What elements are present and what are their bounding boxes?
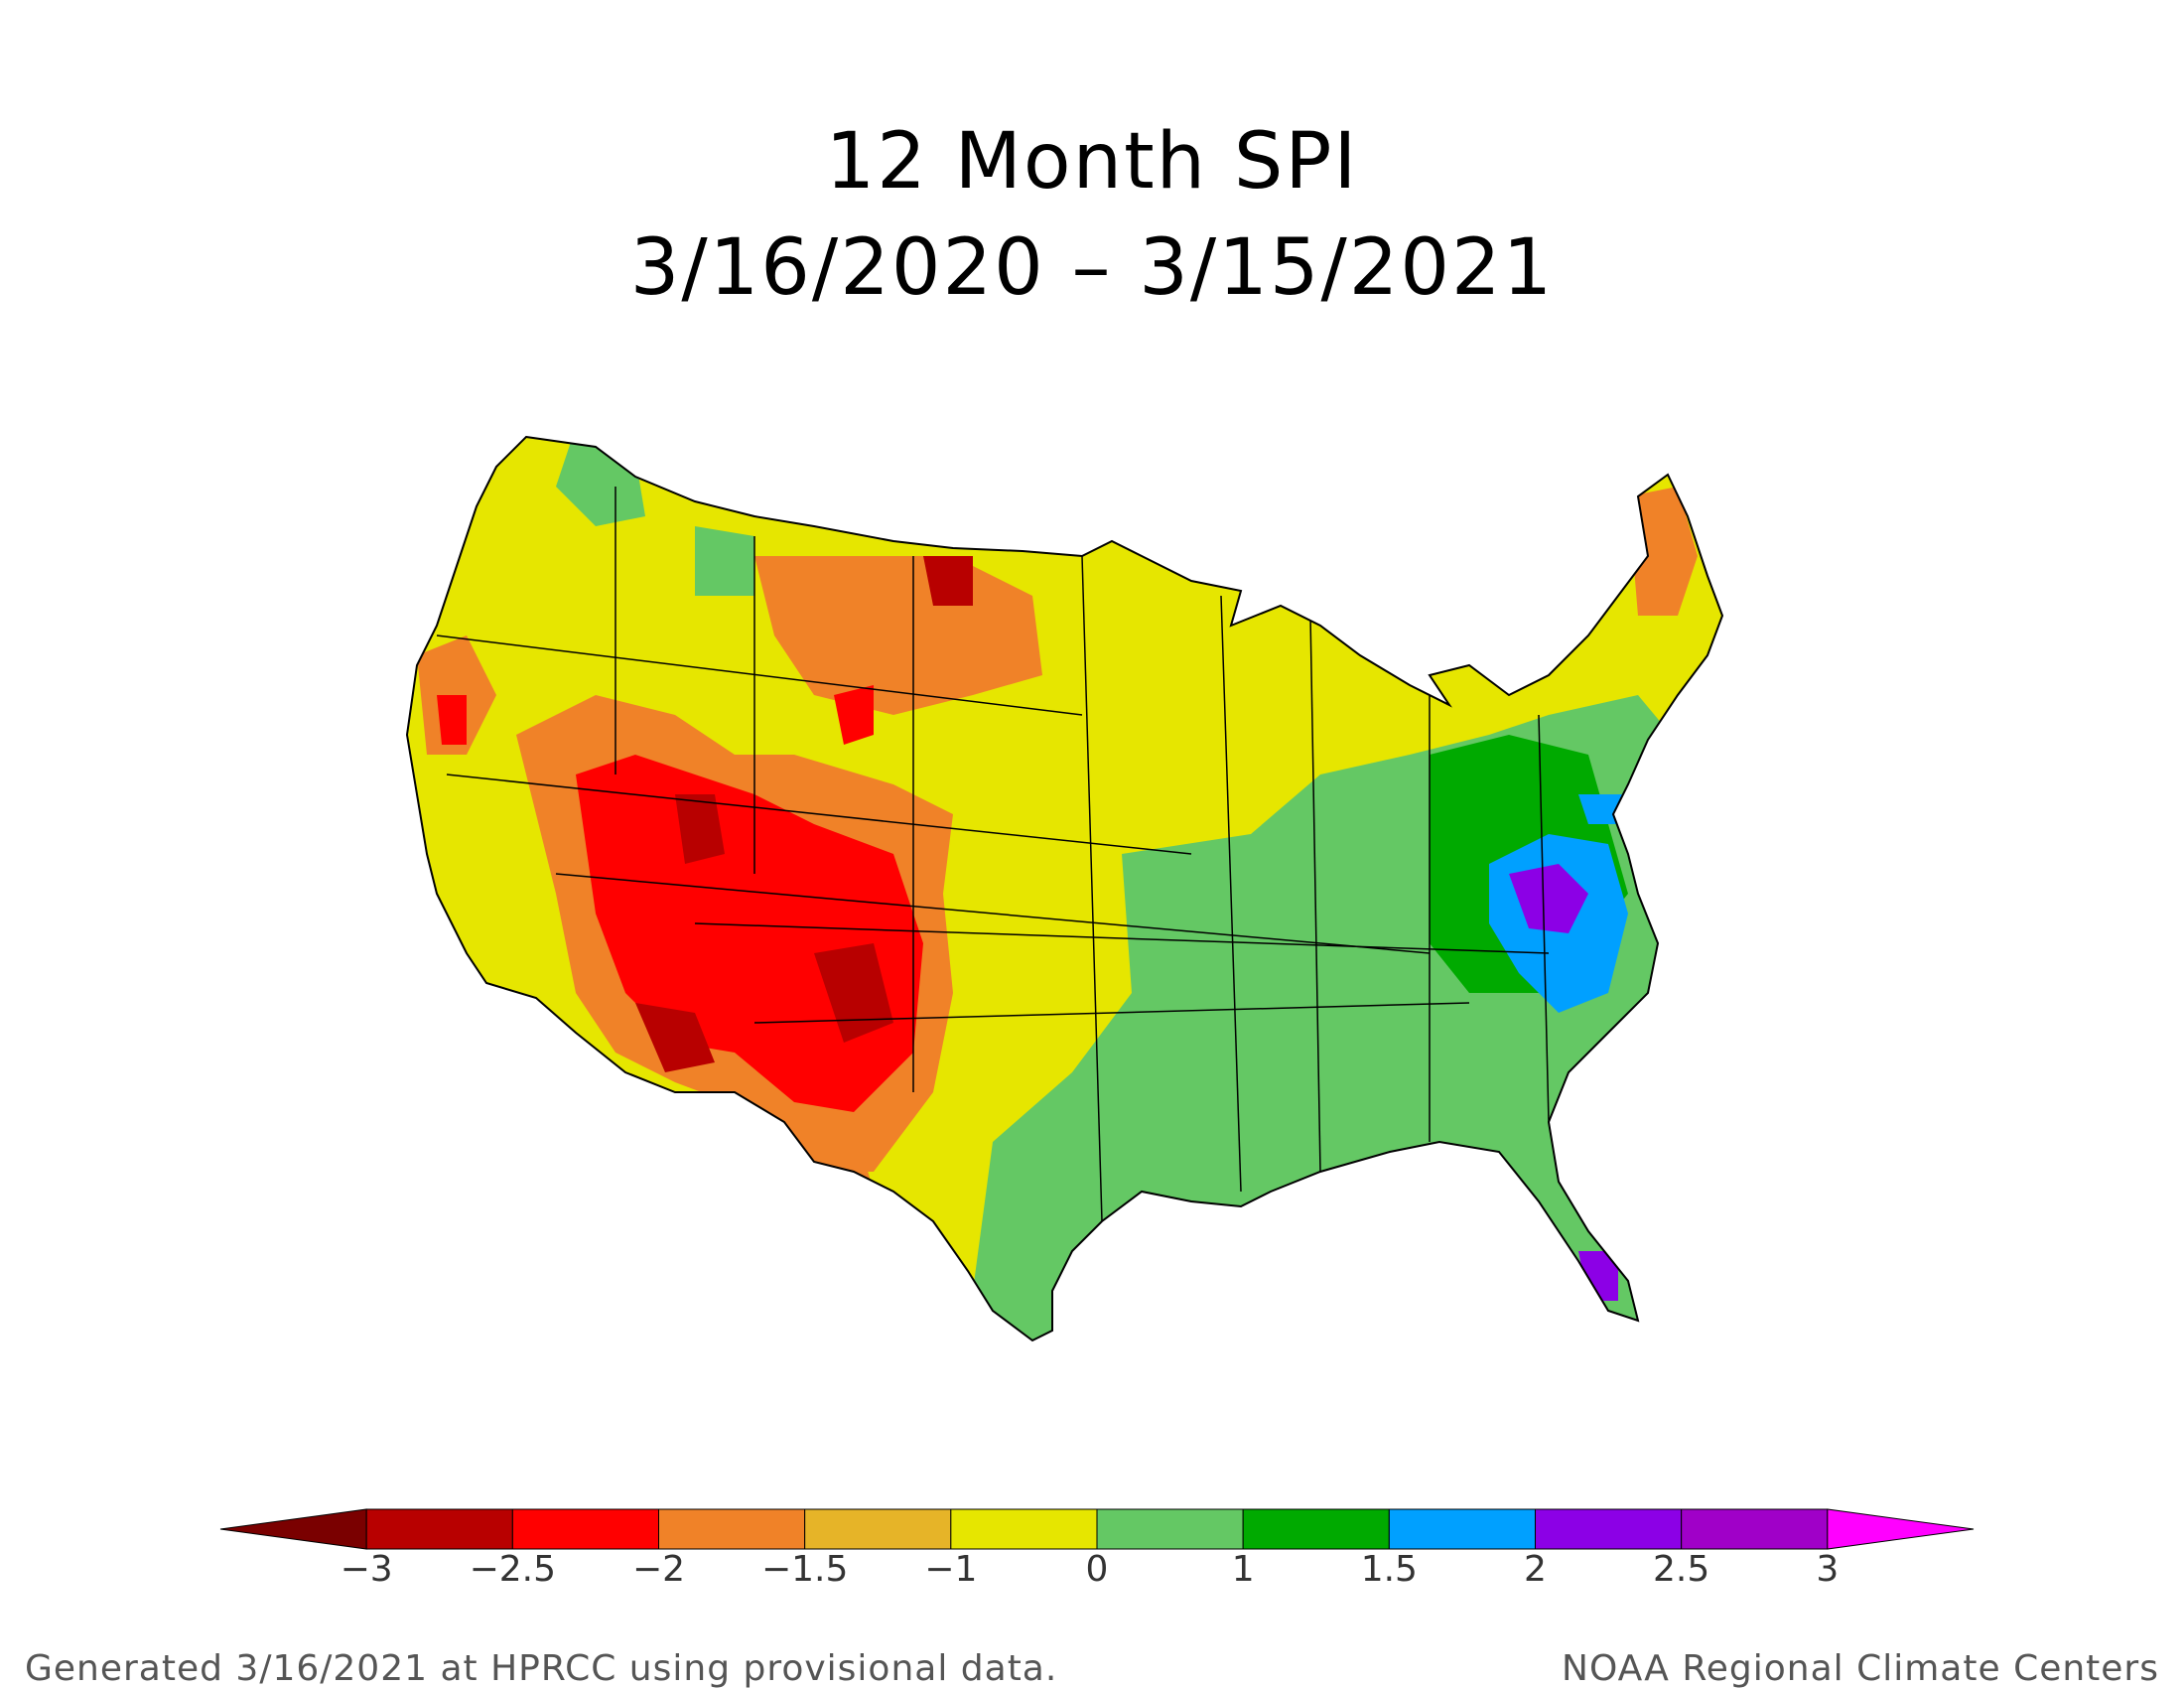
colorbar-swatch [365, 1508, 513, 1550]
credit: NOAA Regional Climate Centers [1562, 1648, 2159, 1689]
colorbar-swatch [658, 1508, 806, 1550]
colorbar-swatch [1535, 1508, 1683, 1550]
colorbar-tick-label: −3 [340, 1549, 393, 1590]
colorbar-swatch [1096, 1508, 1244, 1550]
colorbar-swatch [950, 1508, 1098, 1550]
colorbar-tick-label: 3 [1816, 1549, 1840, 1590]
colorbar-swatch [1242, 1508, 1390, 1550]
state-boundaries [436, 487, 1550, 1222]
map-title: 12 Month SPI [825, 117, 1359, 207]
colorbar-tick-label: −2.5 [469, 1549, 557, 1590]
colorbar-arrow-high [1827, 1508, 1975, 1550]
colorbar [219, 1508, 1975, 1550]
colorbar-swatch [511, 1508, 659, 1550]
spi-field [407, 437, 1722, 1340]
colorbar-swatch [1681, 1508, 1829, 1550]
colorbar-tick-label: −1.5 [760, 1549, 849, 1590]
colorbar-tick-label: 2 [1524, 1549, 1547, 1590]
colorbar-tick-label: −2 [631, 1549, 686, 1590]
colorbar-swatch [1388, 1508, 1537, 1550]
colorbar-tick-label: 1.5 [1360, 1549, 1418, 1590]
colorbar-tick-label: 1 [1231, 1549, 1255, 1590]
colorbar-tick-label: −1 [924, 1549, 978, 1590]
map-period: 3/16/2020 – 3/15/2021 [629, 223, 1555, 313]
colorbar-tick-label: 0 [1085, 1549, 1109, 1590]
colorbar-arrow-low [219, 1508, 367, 1550]
generated-note: Generated 3/16/2021 at HPRCC using provi… [25, 1648, 1058, 1689]
colorbar-tick-label: 2.5 [1653, 1549, 1710, 1590]
colorbar-swatch [804, 1508, 952, 1550]
